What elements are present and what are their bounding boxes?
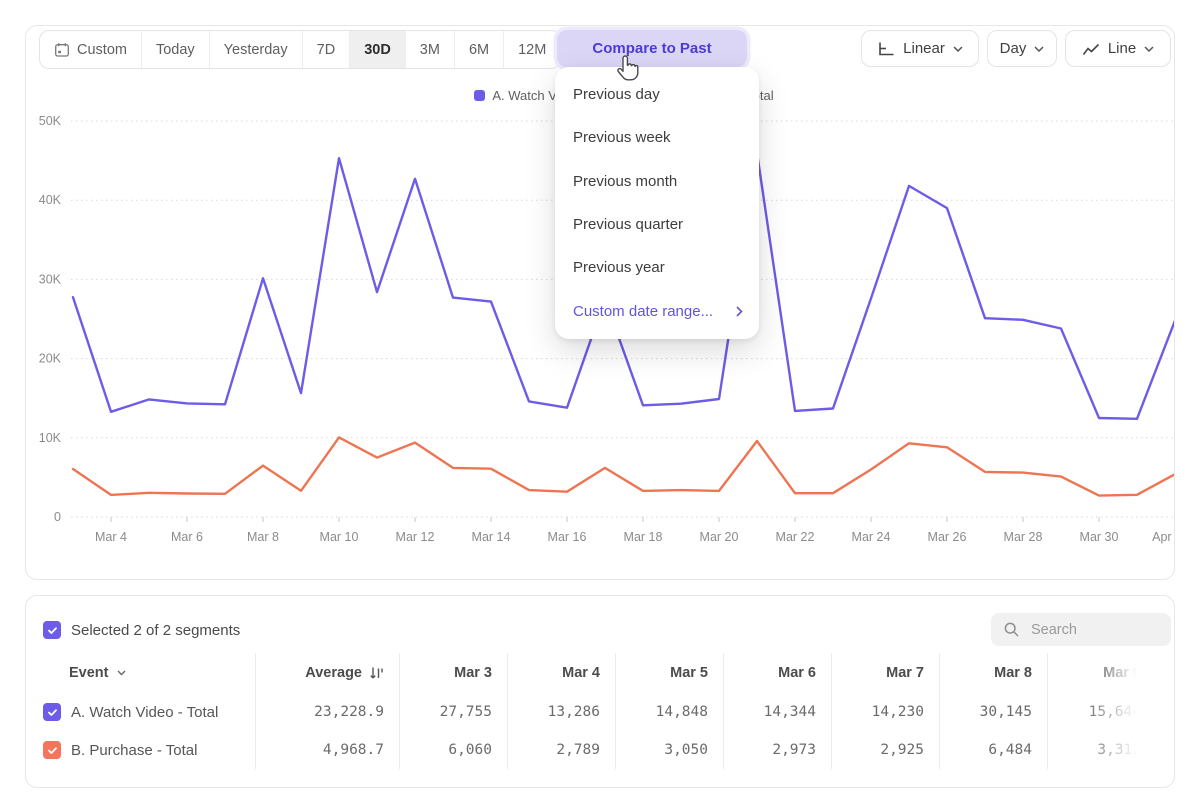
chevron-down-icon bbox=[1144, 45, 1154, 52]
column-header-date[interactable]: Mar 8 bbox=[940, 653, 1048, 693]
line-chart[interactable]: 0 10K 20K 30K 40K 50K Mar 4 Mar 6 Mar 8 Mar 10 Mar… bbox=[26, 81, 1174, 551]
row-checkbox[interactable] bbox=[43, 741, 61, 759]
cell-value: 13,286 bbox=[508, 693, 616, 731]
search-input[interactable] bbox=[1029, 620, 1153, 639]
cell-value: 15,644 bbox=[1088, 704, 1141, 720]
column-header-date[interactable]: Mar 4 bbox=[508, 653, 616, 693]
y-axis-label: 50K bbox=[39, 114, 62, 128]
x-axis-label: Mar 6 bbox=[171, 530, 203, 544]
interval-day-button[interactable]: Day bbox=[987, 30, 1057, 67]
table-row-watch-video-label: A. Watch Video - Total bbox=[39, 693, 256, 731]
x-axis-label: Mar 22 bbox=[776, 530, 815, 544]
x-axis-label: Mar 10 bbox=[320, 530, 359, 544]
y-axis-label: 0 bbox=[54, 510, 61, 524]
table-row-purchase-label: B. Purchase - Total bbox=[39, 731, 256, 769]
line-chart-icon bbox=[1082, 41, 1100, 57]
cell-value: 14,344 bbox=[724, 693, 832, 731]
cell-average: 23,228.9 bbox=[256, 693, 400, 731]
chevron-down-icon bbox=[953, 45, 963, 52]
cell-value: 2,789 bbox=[508, 731, 616, 769]
menu-item-previous-quarter[interactable]: Previous quarter bbox=[573, 216, 684, 234]
range-custom-label: Custom bbox=[77, 41, 127, 58]
range-custom-button[interactable]: Custom bbox=[40, 31, 141, 68]
cell-value: 14,230 bbox=[832, 693, 940, 731]
chevron-down-icon bbox=[117, 670, 126, 676]
column-header-event[interactable]: Event bbox=[39, 653, 256, 693]
menu-item-previous-week[interactable]: Previous week bbox=[573, 129, 671, 147]
legend-swatch bbox=[474, 90, 486, 101]
column-header-average[interactable]: Average bbox=[256, 653, 400, 693]
segments-search[interactable] bbox=[991, 613, 1171, 646]
x-axis-label: Mar 30 bbox=[1080, 530, 1119, 544]
column-header-date[interactable]: Mar 6 bbox=[724, 653, 832, 693]
menu-item-previous-year[interactable]: Previous year bbox=[573, 259, 665, 277]
cell-value: 3,312 bbox=[1097, 742, 1141, 758]
compare-to-past-menu: Previous day Previous week Previous mont… bbox=[555, 67, 759, 339]
range-6m-button[interactable]: 6M bbox=[453, 31, 503, 68]
series-line-b-purchase-total[interactable] bbox=[71, 436, 1174, 497]
chart-card: Custom Today Yesterday 7D 30D 3M 6M 12M … bbox=[25, 25, 1175, 580]
cell-value: 2,925 bbox=[832, 731, 940, 769]
column-header-date[interactable]: Mar 5 bbox=[616, 653, 724, 693]
cell-value: 2,973 bbox=[724, 731, 832, 769]
cell-value: 14,848 bbox=[616, 693, 724, 731]
menu-item-custom-date-range[interactable]: Custom date range... bbox=[555, 290, 759, 333]
range-yesterday-button[interactable]: Yesterday bbox=[208, 31, 302, 68]
x-axis-label: Mar 26 bbox=[928, 530, 967, 544]
x-axis-label: Mar 28 bbox=[1004, 530, 1043, 544]
search-icon bbox=[1003, 621, 1020, 638]
x-axis-label: Mar 12 bbox=[396, 530, 435, 544]
range-today-button[interactable]: Today bbox=[140, 31, 209, 68]
range-30d-button[interactable]: 30D bbox=[349, 31, 405, 68]
compare-to-past-button[interactable]: Compare to Past bbox=[557, 30, 747, 67]
x-axis-label: Mar 8 bbox=[247, 530, 279, 544]
x-axis-label: Mar 16 bbox=[548, 530, 587, 544]
row-checkbox[interactable] bbox=[43, 703, 61, 721]
segments-summary-row: Selected 2 of 2 segments bbox=[43, 621, 240, 639]
axes-icon bbox=[877, 41, 895, 57]
cell-value: 6,060 bbox=[400, 731, 508, 769]
menu-item-previous-month[interactable]: Previous month bbox=[573, 172, 678, 190]
cell-average: 4,968.7 bbox=[256, 731, 400, 769]
series-line-a-watch-video-total[interactable] bbox=[71, 151, 1174, 420]
y-axis-label: 20K bbox=[39, 352, 62, 366]
scale-linear-button[interactable]: Linear bbox=[861, 30, 979, 67]
select-all-checkbox[interactable] bbox=[43, 621, 61, 639]
segments-card: Selected 2 of 2 segments Event Average bbox=[25, 595, 1175, 788]
x-axis-label: Mar 24 bbox=[852, 530, 891, 544]
range-12m-button[interactable]: 12M bbox=[503, 31, 560, 68]
x-axis-label: Mar 18 bbox=[624, 530, 663, 544]
x-axis-label: Mar 4 bbox=[95, 530, 127, 544]
y-axis-label: 10K bbox=[39, 431, 62, 445]
menu-item-previous-day[interactable]: Previous day bbox=[573, 86, 660, 104]
x-axis-label: Mar 14 bbox=[472, 530, 511, 544]
chart-type-line-button[interactable]: Line bbox=[1065, 30, 1171, 67]
column-header-date[interactable]: Mar 9 bbox=[1103, 665, 1141, 681]
column-header-date[interactable]: Mar 3 bbox=[400, 653, 508, 693]
calendar-icon bbox=[54, 42, 70, 58]
date-range-control: Custom Today Yesterday 7D 30D 3M 6M 12M bbox=[39, 30, 562, 69]
cell-value: 3,050 bbox=[616, 731, 724, 769]
column-header-date[interactable]: Mar 7 bbox=[832, 653, 940, 693]
chevron-down-icon bbox=[1034, 45, 1044, 52]
x-axis-label: Mar 20 bbox=[700, 530, 739, 544]
segments-summary-label: Selected 2 of 2 segments bbox=[71, 621, 241, 639]
cell-value: 6,484 bbox=[940, 731, 1048, 769]
cell-value: 27,755 bbox=[400, 693, 508, 731]
y-axis-label: 40K bbox=[39, 193, 62, 207]
chevron-right-icon bbox=[736, 306, 743, 317]
x-axis-label: Apr 1 bbox=[1152, 530, 1174, 544]
y-axis-label: 30K bbox=[39, 272, 62, 286]
range-3m-button[interactable]: 3M bbox=[404, 31, 454, 68]
sort-descending-icon bbox=[369, 666, 384, 680]
cell-value: 30,145 bbox=[940, 693, 1048, 731]
segments-table: Event Average Mar 3 Mar 4 Mar 5 Mar 6 bbox=[39, 653, 1161, 769]
range-7d-button[interactable]: 7D bbox=[301, 31, 350, 68]
